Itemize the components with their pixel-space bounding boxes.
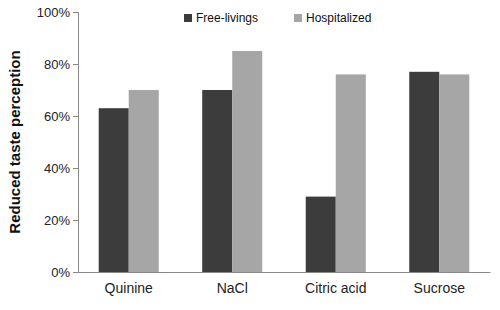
y-tick-mark [73,64,78,65]
x-axis: Quinine NaCl Citric acid Sucrose [79,272,491,296]
legend-item: Free-livings [184,11,258,25]
y-tick: 40% [44,161,78,176]
y-tick-label: 80% [44,57,70,72]
y-tick-label: 40% [44,161,70,176]
bar [439,74,469,272]
bar [232,51,262,272]
y-tick-label: 60% [44,109,70,124]
bar [409,72,439,272]
legend-label: Free-livings [196,11,258,25]
x-tick-label: Quinine [105,280,153,296]
legend: Free-livings Hospitalized [184,11,371,25]
y-tick: 60% [44,109,78,124]
legend-swatch [184,14,192,22]
bar [336,74,366,272]
y-tick: 20% [44,213,78,228]
y-tick-mark [73,272,78,273]
x-tick: Sucrose [414,272,466,296]
bar [129,90,159,272]
x-tick: NaCl [217,272,248,296]
x-tick-label: NaCl [217,280,248,296]
y-tick: 0% [51,265,78,280]
y-tick-label: 100% [37,5,71,20]
plot: 0% 20% 40% 60% 80% 100% Quinine NaCl Citric acid… [37,5,491,297]
legend-item: Hospitalized [294,11,371,25]
y-tick-mark [73,220,78,221]
y-tick-label: 20% [44,213,70,228]
y-tick-label: 0% [51,265,70,280]
y-tick-mark [73,12,78,13]
y-tick: 100% [37,5,78,20]
x-axis-line [79,272,491,273]
bar [306,197,336,272]
y-axis: 0% 20% 40% 60% 80% 100% [37,5,79,280]
y-axis-title: Reduced taste perception [6,50,23,233]
x-tick: Quinine [105,272,153,296]
y-tick-mark [73,168,78,169]
y-tick: 80% [44,57,78,72]
bar [99,108,129,272]
legend-swatch [294,14,302,22]
x-tick-label: Sucrose [414,280,466,296]
y-tick-mark [73,116,78,117]
y-axis-line [73,13,79,273]
x-tick-label: Citric acid [305,280,366,296]
bars [99,51,470,272]
x-tick: Citric acid [305,272,366,296]
bar [202,90,232,272]
legend-label: Hospitalized [306,11,371,25]
chart: 0% 20% 40% 60% 80% 100% Quinine NaCl Citric acid… [0,0,500,310]
